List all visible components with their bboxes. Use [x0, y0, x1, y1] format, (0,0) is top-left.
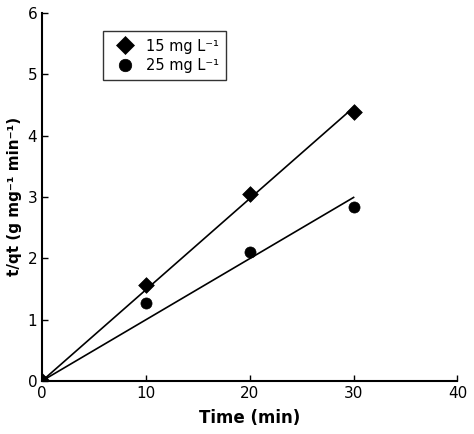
Y-axis label: t/qt (g mg⁻¹ min⁻¹): t/qt (g mg⁻¹ min⁻¹): [7, 117, 22, 276]
Point: [246, 191, 254, 197]
Point: [142, 281, 150, 288]
Point: [38, 378, 46, 385]
X-axis label: Time (min): Time (min): [199, 409, 301, 427]
Point: [246, 249, 254, 256]
Point: [38, 378, 46, 385]
Point: [350, 204, 357, 211]
Point: [350, 109, 357, 116]
Point: [142, 299, 150, 306]
Legend: 15 mg L⁻¹, 25 mg L⁻¹: 15 mg L⁻¹, 25 mg L⁻¹: [103, 31, 226, 80]
